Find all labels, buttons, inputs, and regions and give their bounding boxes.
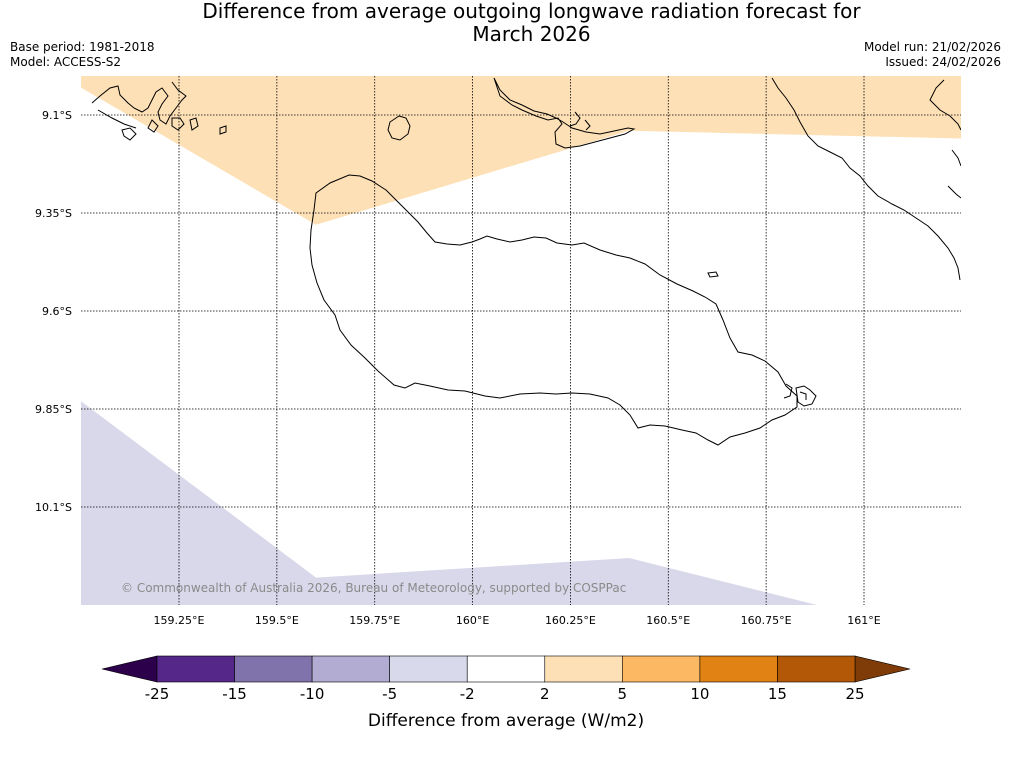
- model-text: Model: ACCESS-S2: [10, 55, 122, 69]
- lat-tick-label: 9.85°S: [35, 403, 72, 416]
- colorbar-extend-low: [101, 655, 158, 683]
- lat-tick-label: 10.1°S: [35, 501, 72, 514]
- coastline-small-island-b: [219, 125, 227, 135]
- colorbar-tick-label: 2: [540, 685, 550, 703]
- coastline-florida-islands: [493, 77, 636, 149]
- coastline-small-island-c: [707, 271, 719, 278]
- colorbar-extend-high: [854, 655, 911, 683]
- colorbar-segment: [156, 655, 235, 683]
- chart-title-line1: Difference from average outgoing longwav…: [202, 0, 861, 23]
- lon-tick-label: 160°E: [456, 614, 489, 627]
- lon-tick-label: 161°E: [847, 614, 880, 627]
- colorbar: -25 -15 -10 -5 -2 2 5 10 15 25: [101, 655, 911, 703]
- model-run-text: Model run: 21/02/2026: [863, 40, 1001, 54]
- lon-tick-label: 159.25°E: [154, 614, 205, 627]
- lon-tick-label: 159.5°E: [255, 614, 299, 627]
- graticule: [81, 76, 961, 605]
- positive-anomaly-region: [81, 76, 961, 225]
- axis-ticks: 159.25°E 159.5°E 159.75°E 160°E 160.25°E 160.…: [35, 109, 881, 627]
- map-plot-area: [81, 76, 961, 605]
- colorbar-segment: [777, 655, 856, 683]
- colorbar-segment: [234, 655, 313, 683]
- issued-text: Issued: 24/02/2026: [885, 55, 1001, 69]
- colorbar-tick-label: 15: [768, 685, 787, 703]
- anomaly-regions: [81, 76, 961, 605]
- colorbar-tick-label: -5: [382, 685, 397, 703]
- lon-tick-label: 159.75°E: [349, 614, 400, 627]
- colorbar-segment: [544, 655, 623, 683]
- colorbar-tick-label: 25: [845, 685, 864, 703]
- lon-tick-label: 160.5°E: [646, 614, 690, 627]
- lon-tick-label: 160.75°E: [741, 614, 792, 627]
- colorbar-tick-label: 5: [618, 685, 628, 703]
- chart-title: Difference from average outgoing longwav…: [130, 0, 933, 46]
- lon-tick-label: 160.25°E: [545, 614, 596, 627]
- colorbar-tick-label: -25: [145, 685, 170, 703]
- coastline-savo-island: [387, 115, 411, 141]
- coastline-russell-islands: [91, 81, 187, 141]
- colorbar-segment: [466, 655, 546, 683]
- colorbar-segment: [699, 655, 778, 683]
- coastline-marau-islands: [783, 383, 817, 407]
- lat-tick-label: 9.6°S: [42, 305, 72, 318]
- colorbar-tick-label: -2: [460, 685, 475, 703]
- colorbar-segment: [622, 655, 701, 683]
- colorbar-tick-label: -15: [222, 685, 247, 703]
- negative-anomaly-region: [81, 401, 817, 605]
- copyright-credit: © Commonwealth of Australia 2026, Bureau…: [121, 581, 626, 595]
- colorbar-tick-label: 10: [690, 685, 709, 703]
- lat-tick-label: 9.35°S: [35, 207, 72, 220]
- base-period-text: Base period: 1981-2018: [10, 40, 155, 54]
- lat-tick-label: 9.1°S: [42, 109, 72, 122]
- colorbar-segment: [311, 655, 390, 683]
- colorbar-title: Difference from average (W/m2): [368, 711, 644, 731]
- chart-title-line2: March 2026: [472, 22, 591, 46]
- metadata-right: Model run: 21/02/2026 Issued: 24/02/2026: [864, 40, 1001, 70]
- coastline-small-island-a: [189, 117, 199, 131]
- coastline-guadalcanal: [309, 174, 798, 446]
- colorbar-segment: [389, 655, 468, 683]
- colorbar-tick-label: -10: [300, 685, 325, 703]
- metadata-left: Base period: 1981-2018 Model: ACCESS-S2: [10, 40, 155, 70]
